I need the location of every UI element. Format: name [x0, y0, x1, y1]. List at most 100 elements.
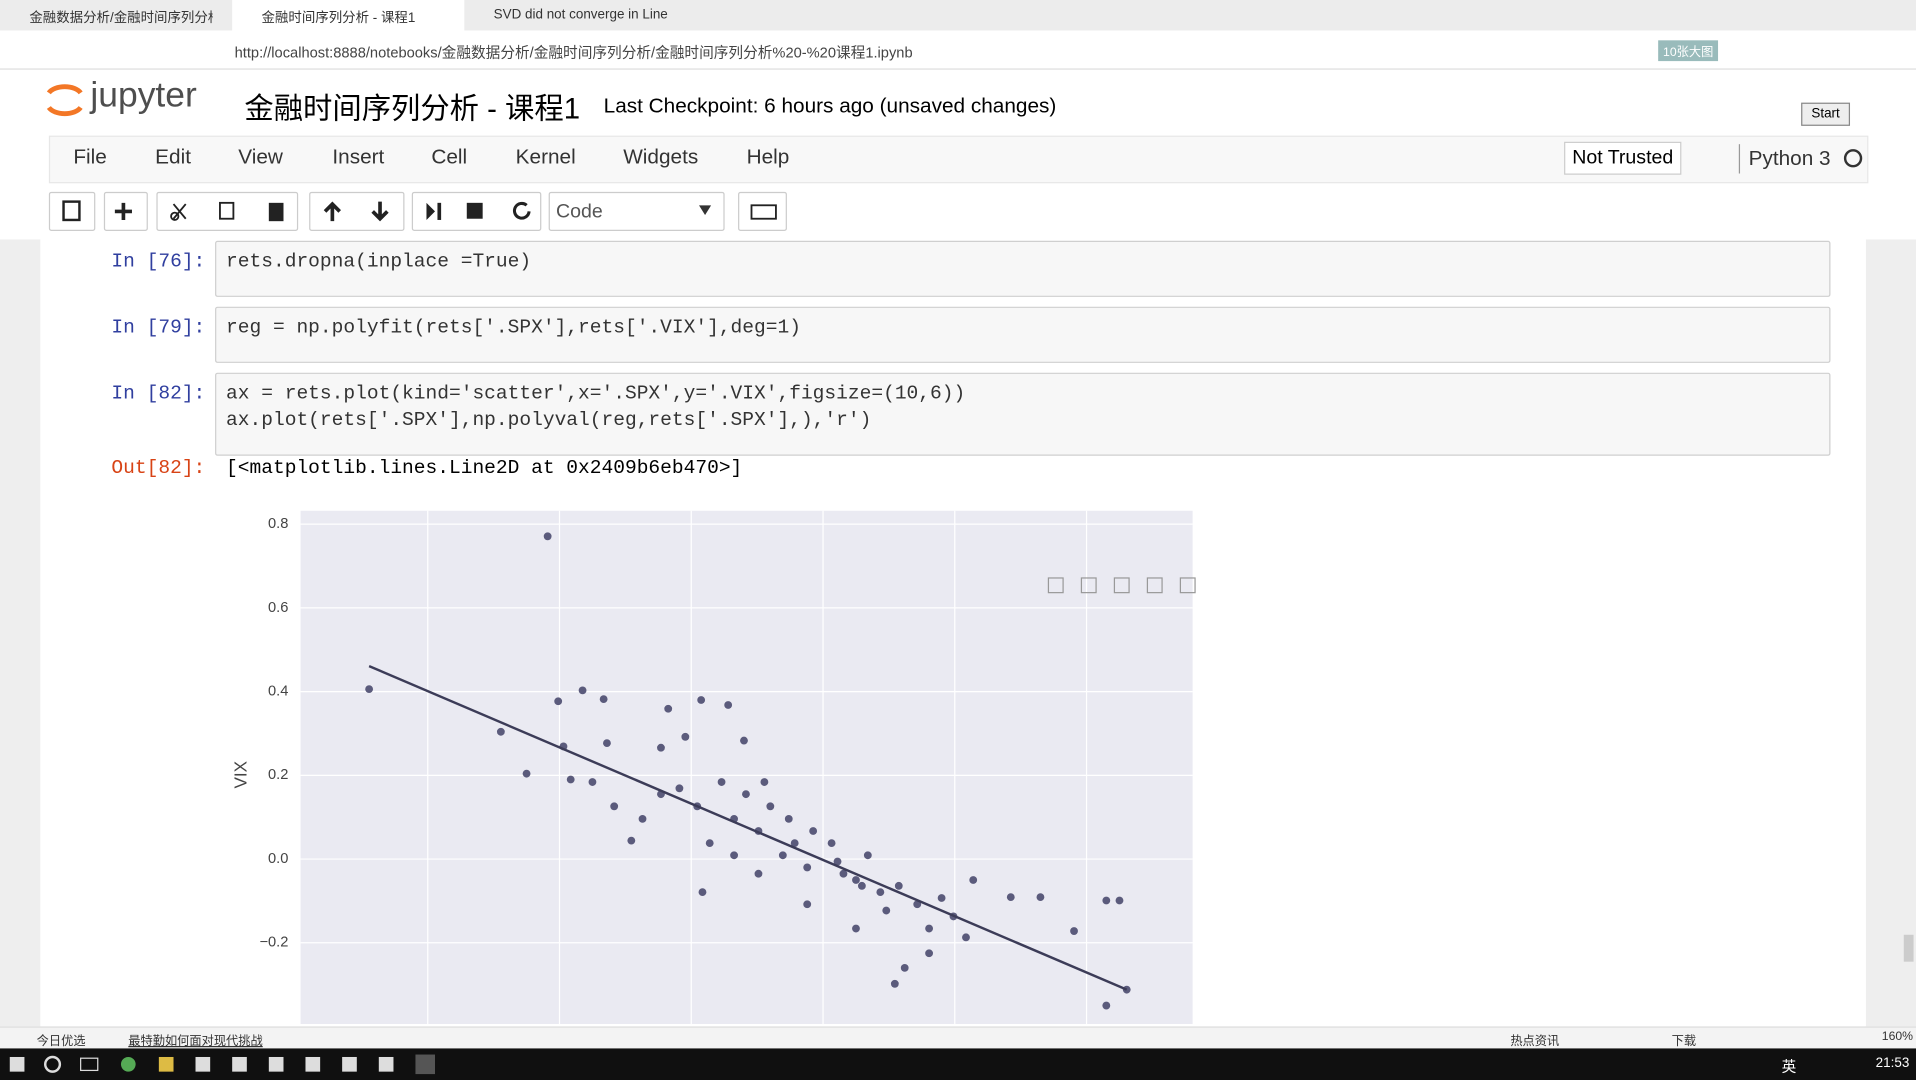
logo[interactable]: jupyter	[90, 75, 197, 115]
scatter-point	[730, 851, 738, 860]
scatter-point	[890, 979, 899, 988]
code-line[interactable]: reg = np.polyfit(rets['.SPX'],rets['.VIX…	[226, 316, 801, 339]
scatter-point	[675, 784, 684, 793]
scatter-point	[664, 704, 673, 713]
scatter-point	[790, 839, 799, 848]
scatter-point	[588, 778, 597, 786]
scatter-point	[882, 906, 891, 915]
scatter-point	[754, 869, 763, 878]
output-text: [<matplotlib.lines.Line2D at 0x2409b6eb4…	[226, 457, 743, 480]
divider	[1738, 144, 1741, 174]
code-line[interactable]: ax = rets.plot(kind='scatter',x='.SPX',y…	[226, 382, 966, 405]
scatter-point	[925, 924, 934, 933]
plot-toolbar-icon[interactable]	[1047, 577, 1064, 594]
clock[interactable]: 21:53	[1875, 1055, 1910, 1071]
scatter-point	[962, 933, 970, 942]
plot-toolbar-icon[interactable]	[1179, 577, 1196, 594]
scatter-point	[937, 894, 946, 902]
scatter-point	[784, 814, 793, 823]
y-tick-label: 0.2	[268, 767, 288, 783]
scatter-point	[543, 532, 552, 541]
scatter-point	[717, 778, 726, 786]
scatter-point	[833, 857, 842, 866]
scatter-point	[803, 863, 812, 872]
scatter-point	[1102, 896, 1111, 905]
active-tab[interactable]	[232, 0, 465, 31]
tab-title[interactable]: SVD did not converge in Line	[493, 7, 668, 22]
scatter-point	[760, 778, 769, 786]
scatter-point	[863, 851, 872, 860]
scatter-point	[1102, 1001, 1111, 1010]
keyboard-button[interactable]	[738, 191, 787, 231]
scrollbar-thumb[interactable]	[1903, 934, 1914, 962]
input-prompt: In [82]:	[111, 382, 206, 405]
scatter-point	[627, 836, 636, 845]
scatter-point	[1115, 896, 1124, 905]
scatter-point	[1070, 927, 1078, 935]
y-tick-label: 0.0	[268, 851, 288, 867]
status-item[interactable]: 下载	[1671, 1034, 1697, 1049]
code-line[interactable]: ax.plot(rets['.SPX'],np.polyval(reg,rets…	[226, 409, 872, 432]
trust-indicator[interactable]: Not Trusted	[1564, 141, 1682, 175]
notebook-title[interactable]: 金融时间序列分析 - 课程1	[244, 92, 581, 126]
cell-type[interactable]: Code	[555, 201, 603, 223]
scatter-point	[809, 827, 818, 835]
status-item[interactable]: 今日优选	[36, 1034, 86, 1049]
start-button[interactable]: Start	[1801, 102, 1851, 126]
url[interactable]: http://localhost:8888/notebooks/金融数据分析/金…	[234, 43, 913, 62]
status-item[interactable]: 160%	[1881, 1030, 1914, 1044]
kernel-name: Python 3	[1748, 146, 1831, 170]
scatter-point	[857, 881, 866, 890]
scatter-point	[705, 839, 714, 848]
plot-toolbar-icon[interactable]	[1113, 577, 1130, 594]
regression-line	[368, 664, 1128, 991]
menu-item[interactable]: View	[238, 145, 283, 169]
status-item[interactable]: 热点资讯	[1510, 1034, 1560, 1049]
tab-title[interactable]: 金融时间序列分析 - 课程1	[261, 10, 416, 26]
move-buttons[interactable]	[309, 191, 405, 231]
scatter-point	[554, 697, 563, 706]
menu-item[interactable]: File	[73, 145, 107, 169]
dropdown-arrow	[698, 205, 712, 216]
plot-area	[300, 510, 1193, 1024]
cell-type-select[interactable]	[548, 191, 725, 231]
code-line[interactable]: rets.dropna(inplace =True)	[226, 250, 532, 273]
scatter-point	[778, 851, 787, 860]
badge[interactable]: 10张大图	[1658, 40, 1719, 62]
scatter-point	[638, 814, 647, 823]
scatter-point	[876, 888, 885, 897]
scatter-point	[803, 900, 812, 909]
menu-item[interactable]: Edit	[155, 145, 191, 169]
menu-item[interactable]: Kernel	[515, 145, 576, 169]
menu-item[interactable]: Cell	[431, 145, 468, 169]
scatter-point	[1036, 893, 1045, 902]
status-bar	[0, 1026, 1916, 1050]
input-prompt: In [79]:	[111, 316, 206, 339]
scatter-point	[766, 802, 775, 811]
scatter-point	[724, 701, 733, 709]
plot-toolbar-icon[interactable]	[1080, 577, 1097, 594]
input-language[interactable]: 英	[1781, 1058, 1797, 1076]
toolbar-icons	[62, 200, 777, 222]
scatter-point	[365, 685, 374, 694]
menu-item[interactable]: Help	[746, 145, 790, 169]
status-item[interactable]: 最特勤如何面对现代挑战	[128, 1034, 263, 1049]
menu-item[interactable]: Insert	[332, 145, 385, 169]
tab-title[interactable]: 金融数据分析/金融时间序列分析	[29, 10, 213, 26]
save-button[interactable]	[48, 191, 96, 231]
scatter-point	[599, 695, 608, 704]
scatter-point	[610, 802, 619, 811]
code-cell[interactable]	[215, 372, 1831, 456]
menu-item[interactable]: Widgets	[623, 145, 699, 169]
plot-toolbar-icon[interactable]	[1146, 577, 1163, 594]
code-cell[interactable]	[215, 240, 1831, 297]
scatter-point	[566, 775, 575, 784]
code-cell[interactable]	[215, 306, 1831, 363]
scatter-point	[925, 949, 934, 958]
scatter-point	[827, 839, 836, 848]
scatter-point	[1006, 893, 1015, 902]
scatter-point	[603, 739, 611, 748]
scatter-point	[900, 963, 909, 972]
